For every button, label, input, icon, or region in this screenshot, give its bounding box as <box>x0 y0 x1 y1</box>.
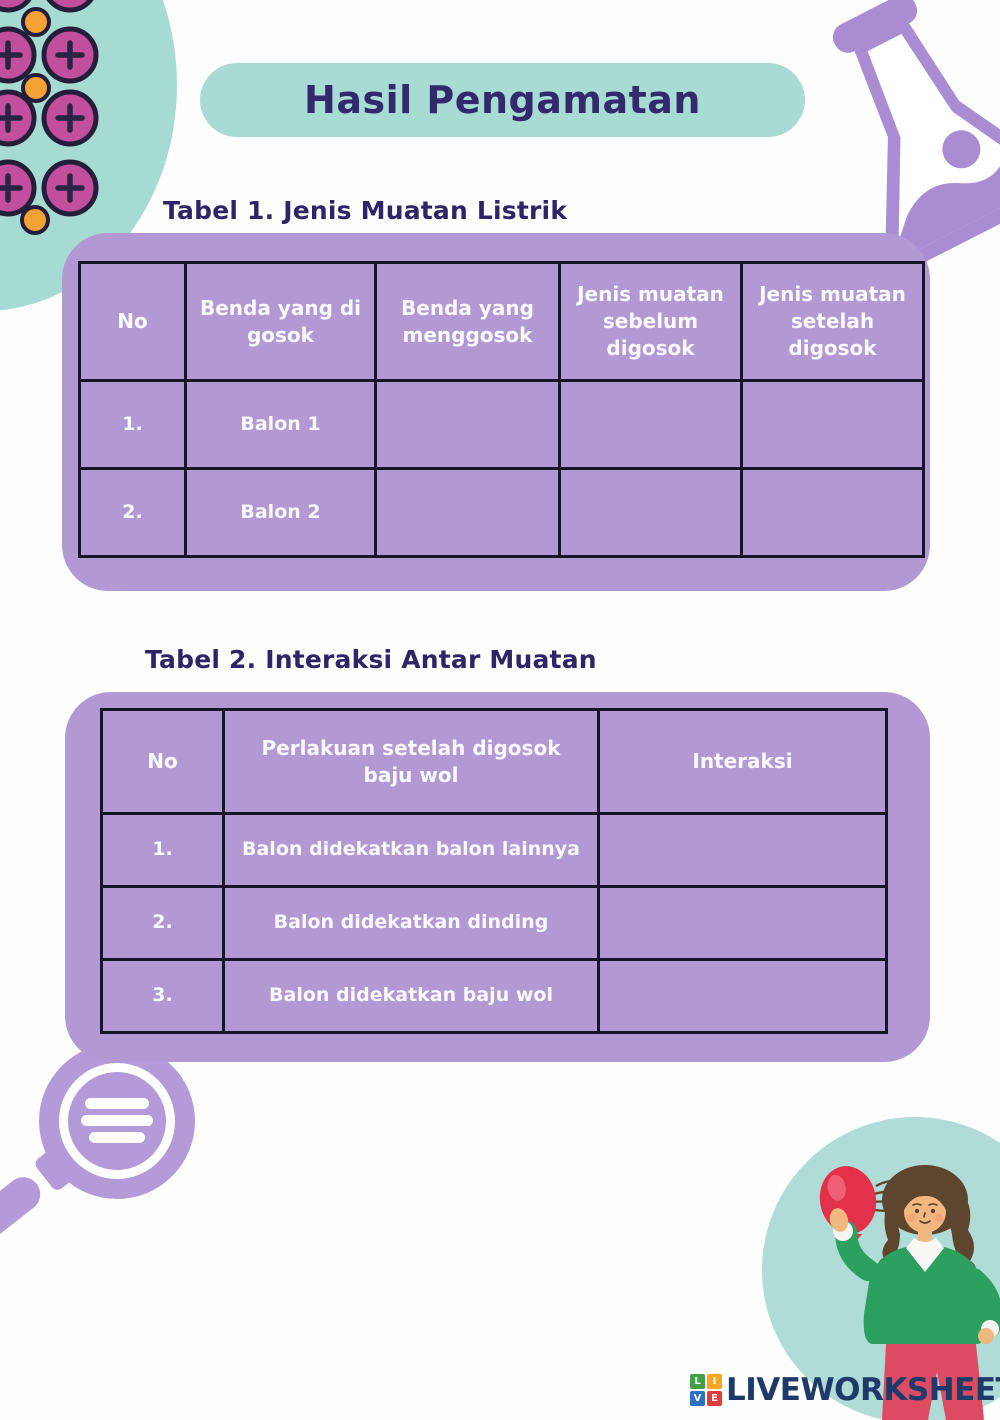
table-row: 1. Balon 1 <box>78 379 925 470</box>
table-row: 2. Balon didekatkan dinding <box>100 885 888 961</box>
col-header: No <box>78 261 187 382</box>
table-row: 2. Balon 2 <box>78 467 925 558</box>
answer-cell[interactable] <box>597 958 888 1034</box>
brand-name: LIVEWORKSHEETS <box>726 1371 1000 1408</box>
balloon-icon <box>819 1166 877 1244</box>
answer-cell[interactable] <box>740 467 925 558</box>
table1: No Benda yang di gosok Benda yang menggo… <box>78 261 925 558</box>
given-cell: Balon 1 <box>184 379 377 470</box>
answer-cell[interactable] <box>558 379 743 470</box>
liveworksheets-logo: L I V E LIVEWORKSHEETS <box>690 1374 1000 1406</box>
col-header: Jenis muatan sebelum digosok <box>558 261 743 382</box>
electron-dot-icon <box>20 7 51 235</box>
col-header: Jenis muatan setelah digosok <box>740 261 925 382</box>
logo-tile: I <box>707 1374 722 1389</box>
answer-cell[interactable] <box>374 379 561 470</box>
table-row: 1. Balon didekatkan balon lainnya <box>100 812 888 888</box>
magnifier-icon <box>0 1043 195 1277</box>
table1-panel: No Benda yang di gosok Benda yang menggo… <box>62 233 930 591</box>
table2-heading: Tabel 2. Interaksi Antar Muatan <box>145 645 597 674</box>
given-cell: Balon didekatkan baju wol <box>222 958 600 1034</box>
logo-tile: V <box>690 1391 705 1406</box>
logo-tiles-icon: L I V E <box>690 1374 722 1406</box>
row-number: 2. <box>100 885 225 961</box>
table2-panel: No Perlakuan setelah digosok baju wol In… <box>65 692 930 1062</box>
col-header: Interaksi <box>597 708 888 815</box>
positive-charge-icon <box>0 0 99 217</box>
given-cell: Balon didekatkan dinding <box>222 885 600 961</box>
answer-cell[interactable] <box>597 885 888 961</box>
given-cell: Balon 2 <box>184 467 377 558</box>
answer-cell[interactable] <box>558 467 743 558</box>
table1-header-row: No Benda yang di gosok Benda yang menggo… <box>78 261 925 382</box>
hair <box>878 1165 976 1280</box>
row-number: 1. <box>100 812 225 888</box>
logo-tile: L <box>690 1374 705 1389</box>
table1-heading: Tabel 1. Jenis Muatan Listrik <box>163 196 568 225</box>
flask-icon <box>832 0 1000 270</box>
col-header: No <box>100 708 225 815</box>
col-header: Benda yang menggosok <box>374 261 561 382</box>
row-number: 1. <box>78 379 187 470</box>
answer-cell[interactable] <box>740 379 925 470</box>
col-header: Benda yang di gosok <box>184 261 377 382</box>
answer-cell[interactable] <box>374 467 561 558</box>
static-hair-strands <box>871 1179 917 1218</box>
col-header: Perlakuan setelah digosok baju wol <box>222 708 600 815</box>
answer-cell[interactable] <box>597 812 888 888</box>
given-cell: Balon didekatkan balon lainnya <box>222 812 600 888</box>
table2: No Perlakuan setelah digosok baju wol In… <box>100 708 888 1034</box>
collar <box>906 1238 944 1272</box>
logo-tile: E <box>707 1391 722 1406</box>
title-banner: Hasil Pengamatan <box>200 63 805 137</box>
row-number: 3. <box>100 958 225 1034</box>
row-number: 2. <box>78 467 187 558</box>
sweater <box>835 1221 1000 1344</box>
table-row: 3. Balon didekatkan baju wol <box>100 958 888 1034</box>
table2-header-row: No Perlakuan setelah digosok baju wol In… <box>100 708 888 815</box>
page-title: Hasil Pengamatan <box>304 78 701 122</box>
face <box>904 1191 946 1233</box>
